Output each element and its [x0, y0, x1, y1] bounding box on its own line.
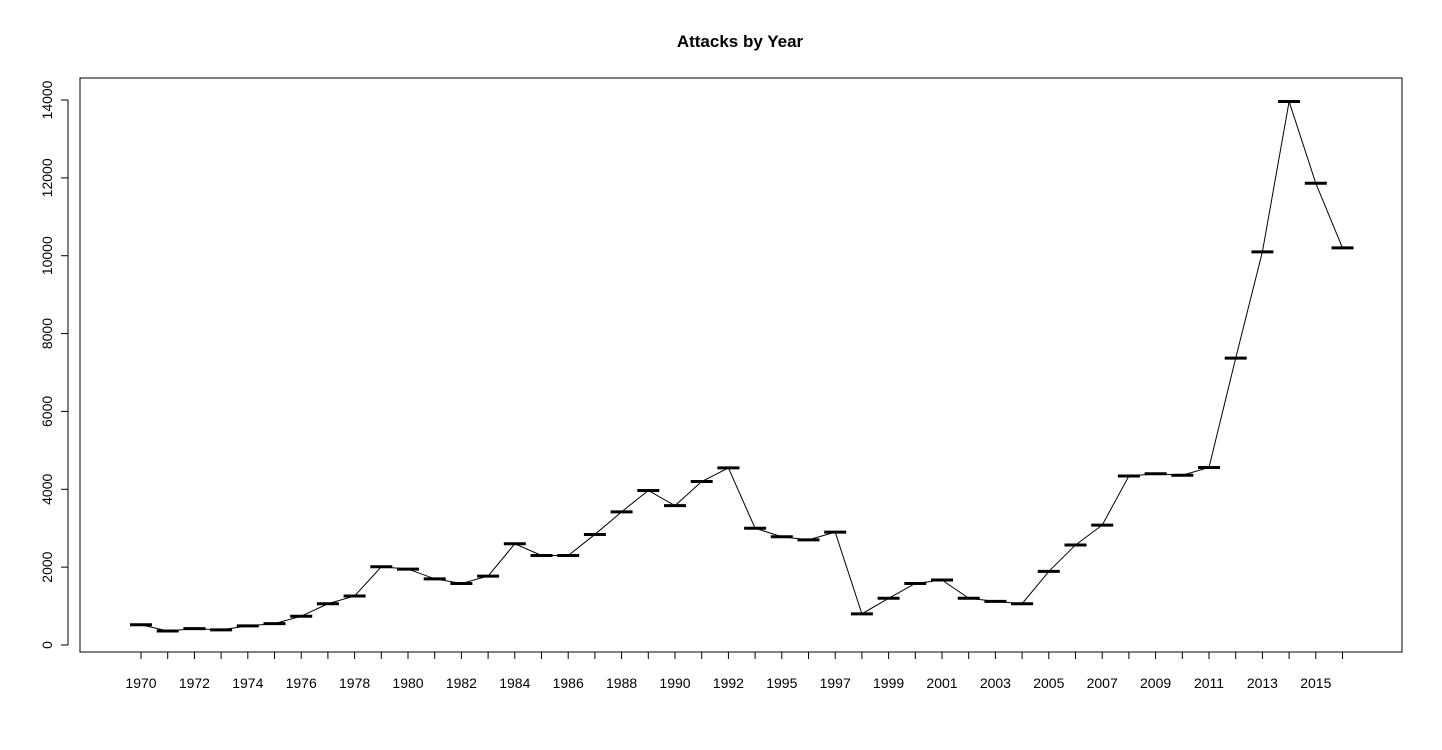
x-tick-label: 1999	[873, 675, 904, 691]
y-tick-label: 14000	[39, 80, 55, 119]
y-tick-label: 0	[39, 641, 55, 649]
x-tick-label: 1978	[339, 675, 370, 691]
x-tick-label: 2011	[1194, 675, 1224, 691]
data-series	[130, 100, 1354, 633]
chart-title: Attacks by Year	[677, 32, 804, 51]
plot-area-border	[79, 77, 1403, 653]
x-tick-label: 2009	[1140, 675, 1171, 691]
x-tick-label: 2015	[1300, 675, 1331, 691]
series-line	[140, 101, 1343, 632]
x-tick-label: 2013	[1247, 675, 1278, 691]
y-tick-label: 4000	[39, 474, 55, 505]
x-tick-label: 1990	[659, 675, 690, 691]
x-tick-label: 1972	[179, 675, 210, 691]
x-tick-label: 1982	[446, 675, 477, 691]
x-tick-label: 1970	[125, 675, 156, 691]
x-tick-label: 2007	[1087, 675, 1118, 691]
y-tick-label: 2000	[39, 551, 55, 582]
x-tick-label: 1984	[499, 675, 530, 691]
y-tick-label: 6000	[39, 396, 55, 427]
x-tick-label: 1992	[713, 675, 744, 691]
x-tick-label: 1995	[766, 675, 797, 691]
x-tick-label: 1976	[286, 675, 317, 691]
x-tick-label: 1988	[606, 675, 637, 691]
y-tick-label: 8000	[39, 318, 55, 349]
x-tick-label: 1980	[392, 675, 423, 691]
y-axis: 0 2000 4000 6000 8000 10000 12000 14000	[39, 80, 69, 649]
x-tick-label: 1997	[820, 675, 851, 691]
x-tick-label: 2001	[926, 675, 957, 691]
x-tick-label: 1986	[553, 675, 584, 691]
x-tick-label: 2003	[980, 675, 1011, 691]
x-axis: 1970 1972 1974 1976 1978 1980 1982 1984 1986 1988…	[125, 651, 1343, 691]
x-tick-label: 2005	[1033, 675, 1064, 691]
x-tick-label: 1974	[232, 675, 263, 691]
y-tick-label: 10000	[39, 236, 55, 275]
y-tick-label: 12000	[39, 158, 55, 197]
